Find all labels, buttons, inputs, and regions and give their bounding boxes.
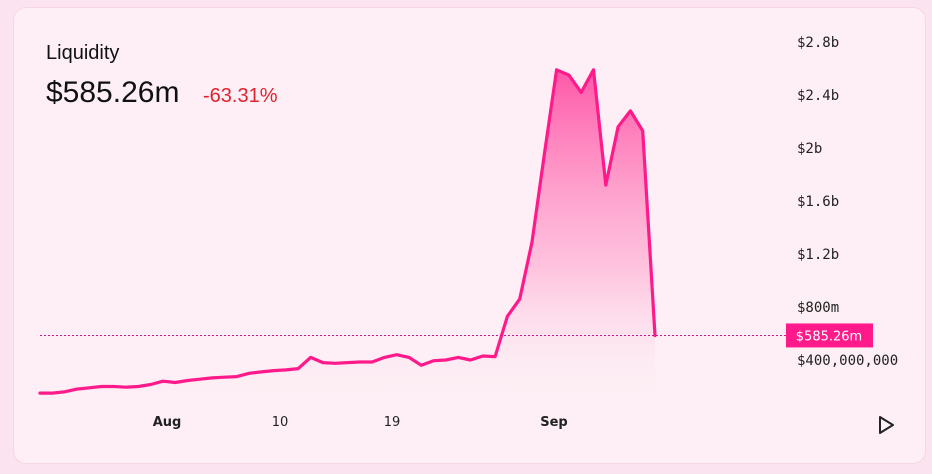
y-tick-label: $800m: [797, 300, 839, 316]
area-fill: [40, 69, 655, 401]
crosshair-value-label: $585.26m: [796, 329, 862, 344]
x-tick-label: Aug: [153, 415, 182, 430]
x-tick-label: 19: [384, 415, 401, 430]
series-line: [38, 68, 657, 395]
x-tick-label: Sep: [540, 415, 568, 430]
y-tick-label: $1.2b: [797, 247, 839, 263]
y-axis: $400,000,000 $800m $1.2b $1.6b $2b $2.4b $2.8b: [797, 35, 898, 369]
play-icon: [879, 416, 894, 434]
play-button[interactable]: [872, 412, 898, 438]
y-tick-label: $2.8b: [797, 35, 839, 51]
chart-title: Liquidity: [46, 42, 120, 64]
x-tick-label: 10: [272, 415, 289, 430]
percent-change: -63.31%: [203, 85, 278, 107]
y-tick-label: $2.4b: [797, 88, 839, 104]
y-tick-label: $1.6b: [797, 194, 839, 210]
crosshair-value-box: [786, 323, 873, 348]
y-tick-label: $400,000,000: [797, 353, 898, 369]
x-axis: Aug 10 19 Sep: [153, 415, 568, 430]
y-tick-label: $2b: [797, 141, 822, 157]
current-value: $585.26m: [46, 76, 180, 109]
